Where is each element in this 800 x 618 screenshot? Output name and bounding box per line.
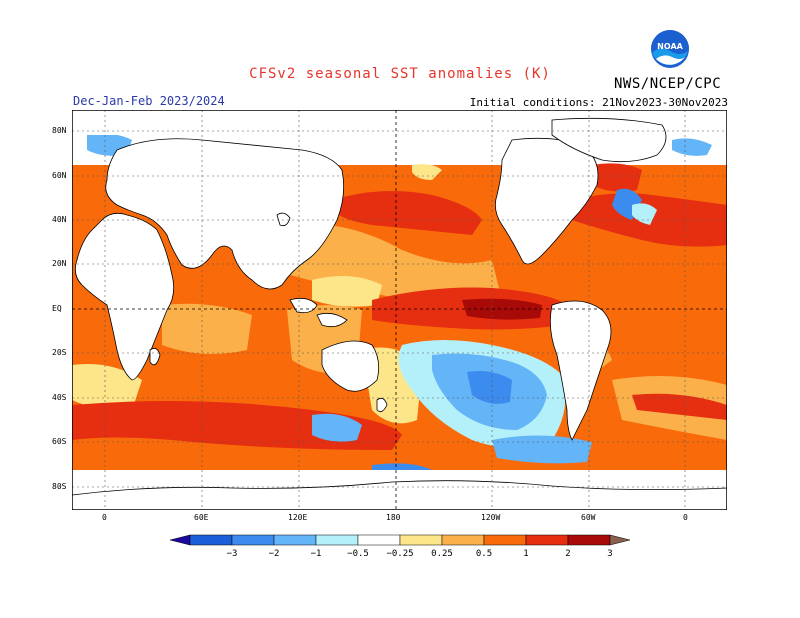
pale-warm-bering-sea	[412, 164, 442, 180]
japan	[276, 212, 291, 227]
colorbar-box	[189, 534, 233, 546]
new-guinea	[316, 312, 348, 328]
lon-label-0-east: 0	[683, 513, 688, 522]
colorbar-box	[441, 534, 485, 546]
colorbar-tick-label: −1	[311, 549, 322, 559]
colorbar-box	[525, 534, 569, 546]
graticule	[72, 110, 727, 510]
colorbar-tick-label: 0.5	[476, 549, 492, 559]
strong-warm-south-atlantic	[632, 393, 727, 420]
logo-text: NOAA	[657, 42, 683, 51]
colorbar-box	[231, 534, 275, 546]
eurasia	[105, 138, 345, 290]
lon-label-180: 180	[386, 513, 401, 522]
colorbar-tick-label: 2	[565, 549, 570, 559]
australia	[321, 340, 380, 392]
colorbar-boxes	[170, 534, 630, 546]
colorbar: −3 −2 −1 −0.5 −0.25 0.25 0.5 1 2 3	[170, 534, 630, 559]
lat-label-80n: 80N	[52, 126, 67, 135]
colorbar-tick-label: −0.25	[386, 549, 413, 559]
lon-label-60e: 60E	[194, 513, 209, 522]
lat-label-60n: 60N	[52, 171, 67, 180]
antarctica	[72, 480, 727, 510]
reference-lines	[72, 110, 727, 510]
lat-label-eq: EQ	[52, 304, 62, 313]
lat-label-80s: 80S	[52, 482, 67, 491]
new-zealand	[376, 397, 388, 413]
colorbar-box	[567, 534, 611, 546]
lon-label-120w: 120W	[481, 513, 501, 522]
lat-label-20n: 20N	[52, 259, 67, 268]
colorbar-box	[357, 534, 401, 546]
lat-label-60s: 60S	[52, 437, 67, 446]
season-label: Dec-Jan-Feb 2023/2024	[73, 94, 225, 108]
strong-warm-north-pacific	[332, 191, 482, 235]
colorbar-max-arrow	[609, 534, 630, 546]
colorbar-tick-label: −0.5	[347, 549, 369, 559]
agency-label: NWS/NCEP/CPC	[614, 76, 722, 92]
colorbar-box	[399, 534, 443, 546]
cool-greenland-sea	[672, 138, 712, 156]
very-strong-warm-enso-core	[462, 298, 542, 320]
light-warm-indian-ocean	[162, 303, 252, 354]
colorbar-tick-label: −3	[227, 549, 238, 559]
strong-warm-labrador	[592, 163, 642, 192]
noaa-logo-icon: NOAA	[651, 30, 689, 68]
colorbar-tick-label: 3	[607, 549, 612, 559]
colorbar-labels: −3 −2 −1 −0.5 −0.25 0.25 0.5 1 2 3	[227, 549, 613, 559]
colorbar-tick-label: 0.25	[431, 549, 453, 559]
lat-label-40n: 40N	[52, 215, 67, 224]
lon-label-0: 0	[102, 513, 107, 522]
lat-label-40s: 40S	[52, 393, 67, 402]
madagascar	[149, 347, 161, 366]
colorbar-box	[315, 534, 359, 546]
cool-southern-ocean-east	[492, 435, 592, 464]
lon-label-120e: 120E	[288, 513, 308, 522]
colorbar-box	[273, 534, 317, 546]
south-america	[549, 300, 612, 441]
map-title: CFSv2 seasonal SST anomalies (K)	[249, 66, 551, 82]
africa	[74, 212, 175, 381]
cool-southern-ocean-patch	[312, 413, 362, 442]
colorbar-box	[483, 534, 527, 546]
moderate-cool-south-pacific	[467, 371, 512, 404]
initial-conditions-label: Initial conditions: 21Nov2023-30Nov2023	[469, 96, 728, 109]
colorbar-tick-label: 1	[523, 549, 528, 559]
pale-cool-north-atlantic	[632, 203, 657, 225]
pale-warm-west-pacific	[312, 276, 382, 307]
pale-warm-south-atlantic	[72, 364, 142, 410]
colorbar-tick-label: −2	[269, 549, 280, 559]
colorbar-min-arrow	[170, 534, 191, 546]
lat-label-20s: 20S	[52, 348, 67, 357]
greenland	[551, 117, 667, 163]
land-masses	[72, 117, 727, 510]
sst-anomaly-map	[72, 110, 727, 510]
lon-label-60w: 60W	[581, 513, 596, 522]
